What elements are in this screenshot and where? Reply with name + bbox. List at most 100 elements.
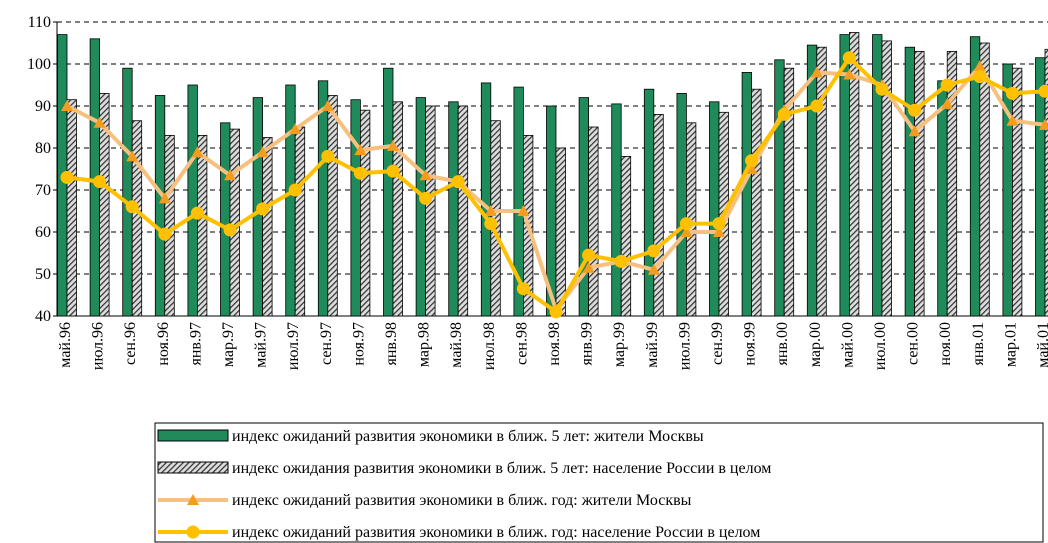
bar [164,134,175,317]
point [908,125,921,137]
x-tick-label: май.96 [57,322,74,368]
point [777,107,791,121]
bar [480,82,492,317]
bar [816,46,827,317]
point [516,282,530,296]
bar [1012,67,1023,317]
bar [448,101,459,317]
point [1005,86,1019,100]
y-tick-label: 90 [35,98,51,115]
x-tick-label: ноя.00 [937,322,954,366]
bar [262,137,273,317]
x-tick-label: ноя.98 [546,322,563,366]
point [125,200,139,214]
point [289,123,302,135]
bar [904,46,915,317]
point [1039,118,1048,130]
point [387,139,399,151]
bar [751,88,762,317]
point [647,263,660,275]
bar [99,93,110,317]
bar [783,67,795,317]
x-tick-label: июл.00 [872,322,889,370]
bar [620,155,632,317]
y-tick-label: 100 [27,56,51,73]
point [582,261,595,273]
x-tick-label: май.01 [1035,322,1048,368]
point [680,226,693,237]
bar [709,101,720,317]
bar [979,42,990,317]
bar [914,51,925,317]
point [713,226,725,237]
bar [806,44,818,317]
bar [588,126,599,317]
bar [392,101,403,317]
bar [220,122,231,317]
bar [383,67,394,317]
point [451,175,465,189]
bar [122,67,133,317]
y-tick-label: 80 [35,140,51,157]
bar [285,84,296,317]
legend-label: индекс ожиданий развития экономики в бли… [232,524,760,541]
point [61,100,73,111]
x-tick-label: мар.99 [611,322,628,367]
x-tick-label: июл.99 [676,322,693,370]
point [256,146,269,158]
x-tick-label: янв.00 [774,322,791,365]
y-tick-label: 60 [35,224,51,241]
x-tick-label: мар.98 [416,322,433,367]
bar [457,105,469,317]
point [158,227,172,241]
point [843,68,856,80]
x-tick-label: янв.01 [970,322,987,365]
x-tick-label: июл.96 [90,322,107,370]
x-tick-label: сен.99 [709,322,726,365]
legend-marker [186,525,200,539]
bar [196,134,208,317]
bar [676,93,687,317]
point [321,149,335,163]
y-tick-label: 40 [35,308,51,325]
bar [643,88,655,317]
point [745,163,758,174]
bar [1044,48,1048,317]
x-tick-label: мар.00 [807,322,824,367]
bar [741,72,752,317]
point [941,97,954,109]
x-tick-label: мар.01 [1002,322,1019,367]
point [940,78,954,92]
point [93,175,107,189]
point [745,154,759,168]
bar [849,32,860,317]
bar [611,103,622,317]
x-tick-label: мар.97 [220,322,237,367]
legend-swatch [157,429,229,442]
bar [872,34,883,317]
point [810,66,823,78]
x-tick-label: янв.99 [579,322,596,365]
x-tick-label: янв.98 [383,322,400,365]
point [679,217,693,231]
point [1006,114,1019,126]
point [191,146,204,158]
bar [187,84,198,317]
x-tick-label: сен.00 [905,322,922,365]
point [158,192,171,204]
point [582,248,596,262]
point [256,202,270,216]
bar [327,95,338,317]
bar [154,95,166,317]
point [224,169,236,181]
x-tick-label: янв.97 [187,322,204,365]
x-tick-label: май.99 [644,322,661,368]
legend-marker [187,494,199,505]
bar [881,40,892,317]
point [354,144,367,156]
point [712,217,726,231]
x-tick-label: ноя.99 [742,322,759,366]
point [908,103,922,117]
point [842,51,856,65]
legend-label: индекс ожидания развития экономики в бли… [232,460,771,477]
